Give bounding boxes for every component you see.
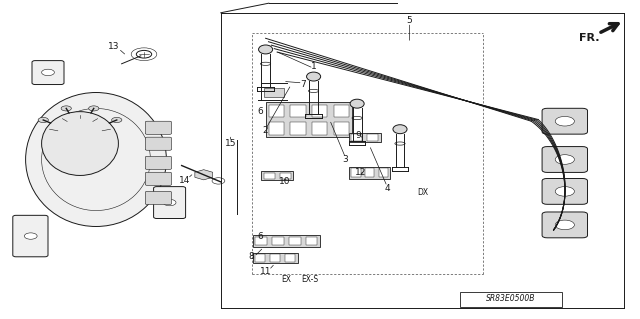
Bar [253,235,320,247]
Ellipse shape [42,112,118,175]
Ellipse shape [26,93,166,226]
Text: 7: 7 [300,80,305,89]
FancyBboxPatch shape [13,215,48,257]
FancyBboxPatch shape [145,121,172,134]
Bar [269,105,284,117]
Text: 14: 14 [179,176,190,185]
Text: 12: 12 [355,168,366,177]
Circle shape [111,117,122,122]
Bar [255,255,266,262]
Bar [291,105,305,117]
Text: 11: 11 [260,267,271,276]
Circle shape [61,106,71,111]
Text: 10: 10 [279,177,291,186]
FancyBboxPatch shape [542,212,588,238]
Bar [351,168,360,177]
Circle shape [212,178,225,184]
Bar [269,122,284,135]
Bar [349,167,390,179]
Text: 4: 4 [385,184,390,193]
Bar [306,237,317,245]
Bar [264,173,275,179]
Bar [253,253,298,263]
Bar [365,168,374,177]
Bar [351,134,362,141]
Bar [255,237,267,245]
FancyBboxPatch shape [460,292,562,307]
FancyBboxPatch shape [542,178,588,204]
Circle shape [89,106,99,111]
Text: 1: 1 [311,63,316,71]
Text: 6: 6 [257,107,262,116]
FancyBboxPatch shape [145,156,172,169]
Text: 15: 15 [225,139,236,148]
Bar [349,133,381,142]
Bar [266,102,352,137]
FancyBboxPatch shape [542,108,588,134]
FancyBboxPatch shape [145,172,172,185]
Text: FR.: FR. [579,33,599,43]
FancyBboxPatch shape [542,147,588,172]
Text: 9: 9 [356,131,361,140]
Ellipse shape [307,72,321,81]
Bar [379,168,388,177]
Circle shape [555,220,575,230]
Circle shape [136,50,152,58]
Bar [289,237,301,245]
Bar [270,255,280,262]
Text: DX: DX [417,189,428,197]
Bar [261,171,293,180]
Text: EX-S: EX-S [301,275,318,284]
Ellipse shape [259,45,273,54]
Text: 13: 13 [108,42,119,51]
Text: 5: 5 [407,16,412,25]
Bar [291,122,305,135]
Bar [333,105,349,117]
Circle shape [163,199,176,206]
Ellipse shape [393,125,407,134]
Text: 6: 6 [257,232,262,241]
Bar [285,255,296,262]
Bar [312,105,327,117]
Circle shape [42,69,54,76]
Circle shape [38,117,49,122]
FancyBboxPatch shape [32,61,64,85]
Bar [272,237,284,245]
FancyBboxPatch shape [145,191,172,204]
Circle shape [555,155,575,164]
Bar [312,122,327,135]
Circle shape [555,187,575,196]
Text: SR83E0500B: SR83E0500B [486,294,536,303]
Bar [367,134,378,141]
Text: EX: EX [281,275,291,284]
Text: 3: 3 [343,155,348,164]
Circle shape [555,116,575,126]
Bar [333,122,349,135]
Polygon shape [195,170,212,180]
Text: 2: 2 [263,126,268,135]
FancyBboxPatch shape [145,137,172,150]
Ellipse shape [350,99,364,108]
Text: 8: 8 [248,252,253,261]
Circle shape [24,233,37,239]
Bar [280,173,291,179]
FancyBboxPatch shape [154,187,186,219]
Bar [264,88,284,97]
